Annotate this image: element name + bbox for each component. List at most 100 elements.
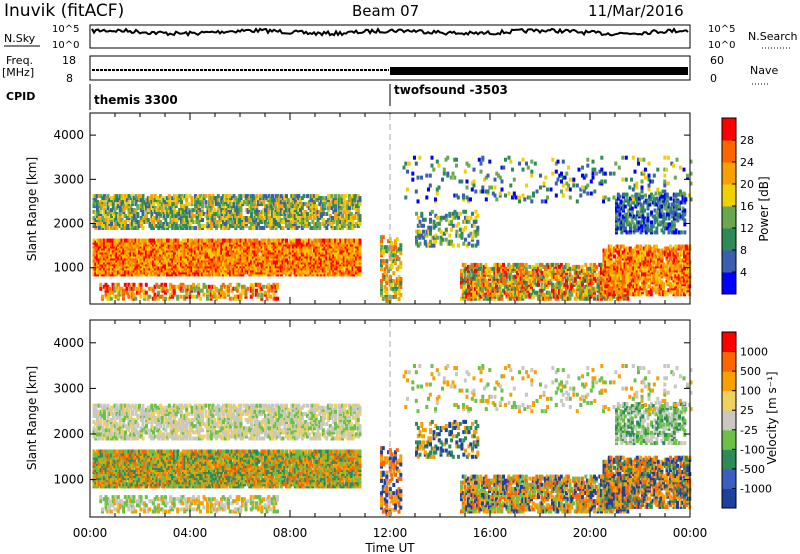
echo-cell <box>199 288 202 293</box>
echo-cell <box>591 286 595 291</box>
echo-cell <box>164 206 168 211</box>
echo-cell <box>124 194 127 199</box>
echo-cell <box>519 292 523 297</box>
echo-cell <box>332 202 336 207</box>
echo-cell <box>188 294 192 299</box>
echo-cell <box>493 292 497 297</box>
echo-cell <box>255 282 258 287</box>
echo-cell <box>243 200 246 205</box>
echo-cell <box>122 214 126 218</box>
echo-cell <box>351 266 355 271</box>
echo-cell <box>596 294 600 299</box>
echo-cell <box>295 268 299 273</box>
echo-cell <box>472 223 476 228</box>
echo-cell <box>304 214 308 218</box>
echo-cell <box>257 216 260 220</box>
echo-cell <box>267 250 271 255</box>
echo-cell <box>167 206 171 211</box>
echo-cell <box>477 278 481 283</box>
echo-cell <box>211 204 215 209</box>
echo-cell <box>150 224 154 228</box>
echo-cell <box>349 202 353 207</box>
echo-cell <box>173 226 176 230</box>
echo-cell <box>260 210 264 214</box>
echo-cell <box>194 214 197 218</box>
echo-cell <box>471 223 474 228</box>
echo-cell <box>216 294 220 299</box>
echo-cell <box>484 262 488 267</box>
echo-cell <box>575 280 579 285</box>
echo-cell <box>328 220 332 224</box>
echo-cell <box>538 274 542 279</box>
echo-cell <box>484 294 488 299</box>
echo-cell <box>258 240 262 245</box>
echo-cell <box>556 294 560 299</box>
echo-cell <box>328 244 332 249</box>
echo-cell <box>165 288 169 293</box>
echo-cell <box>441 215 445 220</box>
echo-cell <box>202 212 206 216</box>
echo-cell <box>290 202 294 207</box>
cpid-segment-1: themis 3300 <box>94 93 178 107</box>
echo-cell <box>157 212 161 216</box>
echo-cell <box>143 256 147 261</box>
echo-cell <box>96 200 99 205</box>
echo-cell <box>430 209 434 214</box>
echo-cell <box>358 202 362 207</box>
echo-cell <box>479 276 483 281</box>
echo-cell <box>206 222 210 226</box>
echo-cell <box>248 196 252 201</box>
echo-cell <box>241 290 244 295</box>
echo-cell <box>103 264 106 269</box>
echo-cell <box>580 288 584 293</box>
echo-cell <box>248 226 252 230</box>
echo-cell <box>307 200 311 205</box>
echo-cell <box>267 282 271 287</box>
echo-cell <box>311 240 315 245</box>
echo-cell <box>234 260 238 265</box>
echo-cell <box>600 266 603 271</box>
echo-cell <box>195 294 199 299</box>
echo-cell <box>139 282 143 287</box>
echo-cell <box>145 268 148 273</box>
echo-cell <box>264 204 267 209</box>
echo-cell <box>444 227 448 232</box>
echo-cell <box>173 270 176 275</box>
echo-cell <box>353 214 357 218</box>
echo-cell <box>464 237 467 242</box>
echo-cell <box>568 288 572 293</box>
echo-cell <box>106 222 110 226</box>
echo-cell <box>158 294 162 299</box>
echo-cell <box>554 282 558 287</box>
echo-cell <box>523 264 526 269</box>
echo-cell <box>120 290 124 295</box>
echo-cell <box>339 256 343 261</box>
echo-cell <box>166 238 169 243</box>
echo-cell <box>129 206 133 211</box>
echo-cell <box>278 196 281 201</box>
cpid-segment-2: twofsound -3503 <box>394 83 508 97</box>
echo-cell <box>260 226 264 230</box>
echo-cell <box>279 226 283 230</box>
echo-cell <box>258 226 262 230</box>
echo-cell <box>116 292 120 297</box>
echo-cell <box>185 288 188 293</box>
echo-cell <box>474 294 477 299</box>
echo-cell <box>122 238 126 243</box>
echo-cell <box>103 246 106 251</box>
echo-cell <box>313 222 316 226</box>
echo-cell <box>258 268 262 273</box>
echo-cell <box>274 212 278 216</box>
echo-cell <box>290 214 294 218</box>
echo-cell <box>222 238 225 243</box>
echo-cell <box>239 238 243 243</box>
echo-cell <box>251 194 255 199</box>
date-title: 11/Mar/2016 <box>588 2 684 20</box>
nsky-tick-low: 10^0 <box>52 40 79 51</box>
echo-cell <box>328 206 332 211</box>
echo-cell <box>197 210 201 214</box>
echo-cell <box>171 240 175 245</box>
echo-cell <box>104 266 108 271</box>
echo-cell <box>188 210 192 214</box>
echo-cell <box>274 260 278 265</box>
